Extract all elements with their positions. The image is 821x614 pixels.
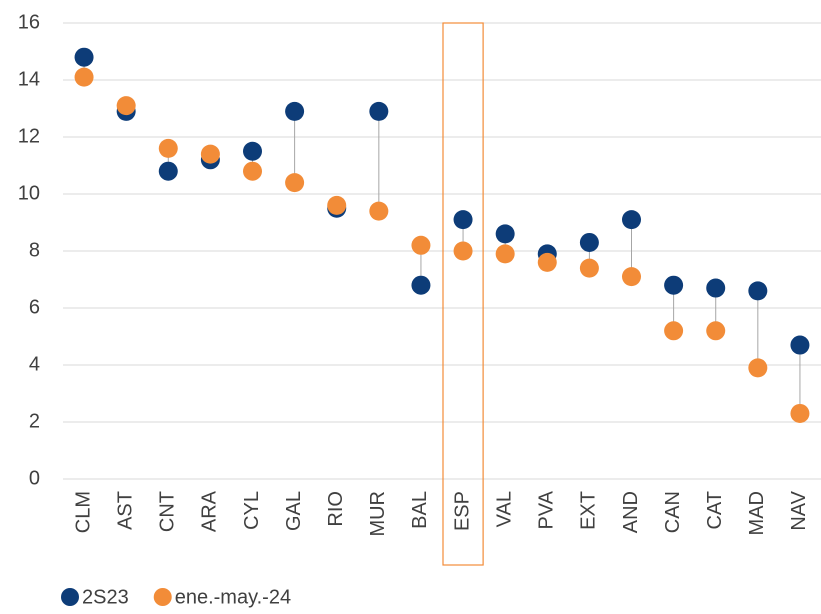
dot bbox=[790, 335, 810, 355]
y-tick-label: 8 bbox=[29, 239, 40, 261]
dot bbox=[243, 141, 262, 161]
dot bbox=[200, 144, 220, 164]
legend-label: ene.-may.-24 bbox=[175, 586, 291, 608]
legend-label: 2S23 bbox=[82, 586, 129, 608]
legend-marker bbox=[61, 588, 79, 606]
dot bbox=[537, 252, 557, 272]
dot bbox=[664, 321, 684, 341]
y-tick-label: 16 bbox=[18, 11, 40, 33]
x-tick-label: ARA bbox=[199, 490, 221, 532]
x-tick-label: NAV bbox=[788, 490, 810, 530]
dot bbox=[748, 281, 768, 301]
dot bbox=[285, 173, 305, 193]
dot bbox=[411, 275, 431, 295]
x-tick-label: MAD bbox=[746, 491, 768, 535]
y-tick-label: 2 bbox=[29, 410, 40, 432]
dot bbox=[158, 161, 178, 181]
dot bbox=[790, 403, 810, 423]
legend-marker bbox=[153, 588, 172, 606]
x-tick-label: CAT bbox=[704, 491, 726, 530]
dot bbox=[622, 210, 641, 230]
dot bbox=[116, 96, 136, 116]
x-tick-label: CLM bbox=[72, 491, 94, 533]
y-tick-label: 10 bbox=[18, 182, 40, 204]
dot bbox=[622, 267, 641, 287]
y-tick-label: 14 bbox=[18, 68, 40, 90]
x-tick-label: PVA bbox=[536, 490, 558, 529]
dot bbox=[243, 161, 262, 181]
highlight-box bbox=[442, 22, 484, 566]
dot bbox=[495, 224, 515, 244]
x-tick-label: CAN bbox=[662, 491, 684, 533]
x-tick-label: ESP bbox=[451, 491, 473, 531]
y-tick-label: 0 bbox=[29, 467, 40, 489]
dot bbox=[579, 232, 599, 252]
x-tick-label: GAL bbox=[283, 491, 305, 531]
dot bbox=[74, 67, 94, 87]
x-tick-label: RIO bbox=[325, 491, 347, 527]
x-tick-label: VAL bbox=[493, 491, 515, 527]
x-tick-label: BAL bbox=[409, 491, 431, 529]
y-tick-label: 6 bbox=[29, 296, 40, 318]
dot bbox=[453, 241, 473, 261]
y-tick-label: 4 bbox=[29, 353, 40, 375]
x-tick-label: EXT bbox=[578, 491, 600, 530]
x-tick-label: CYL bbox=[241, 491, 263, 530]
dot bbox=[706, 321, 726, 341]
dot bbox=[158, 138, 178, 158]
dot bbox=[327, 195, 347, 215]
dot bbox=[369, 101, 389, 121]
x-tick-label: AST bbox=[114, 491, 136, 530]
dot bbox=[369, 201, 389, 221]
x-tick-label: AND bbox=[620, 491, 642, 533]
dot bbox=[664, 275, 684, 295]
dot bbox=[74, 47, 94, 67]
dot bbox=[411, 235, 431, 255]
y-tick-label: 12 bbox=[18, 125, 40, 147]
x-tick-label: MUR bbox=[367, 491, 389, 537]
dot bbox=[748, 358, 768, 378]
dot bbox=[285, 101, 305, 121]
dot bbox=[579, 258, 599, 278]
dot bbox=[453, 210, 473, 230]
dot bbox=[706, 278, 726, 298]
x-tick-label: CNT bbox=[157, 491, 179, 532]
dot bbox=[495, 244, 515, 264]
